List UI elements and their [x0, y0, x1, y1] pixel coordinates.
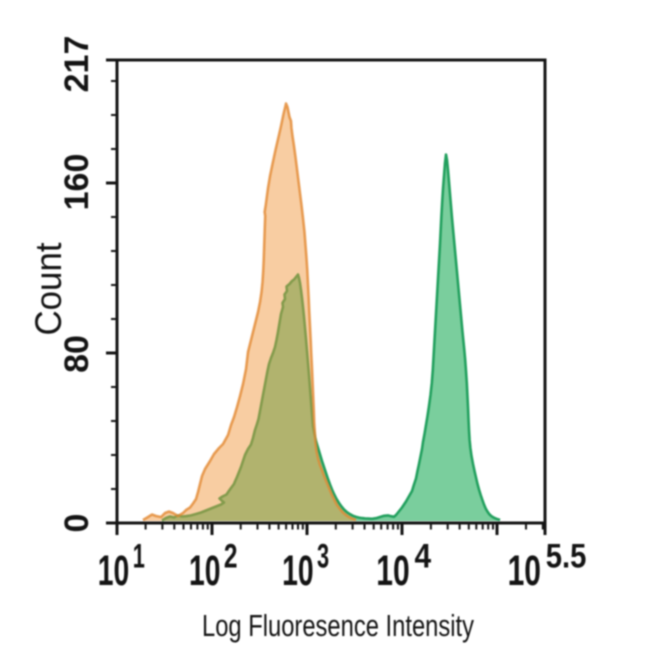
svg-text:5.5: 5.5 — [546, 536, 587, 575]
svg-text:160: 160 — [58, 154, 96, 211]
svg-text:Count: Count — [27, 242, 69, 335]
svg-text:10: 10 — [98, 546, 130, 594]
svg-text:0: 0 — [58, 514, 96, 533]
svg-text:2: 2 — [224, 538, 238, 576]
svg-text:217: 217 — [58, 36, 96, 93]
svg-text:10: 10 — [508, 547, 541, 594]
svg-text:4: 4 — [415, 537, 432, 575]
svg-text:10: 10 — [376, 547, 409, 594]
svg-text:10: 10 — [282, 546, 314, 594]
svg-text:1: 1 — [133, 538, 145, 576]
svg-text:80: 80 — [58, 335, 96, 373]
svg-text:3: 3 — [317, 538, 329, 576]
svg-text:Log Fluoresence Intensity: Log Fluoresence Intensity — [202, 608, 474, 643]
svg-text:10: 10 — [189, 546, 221, 594]
